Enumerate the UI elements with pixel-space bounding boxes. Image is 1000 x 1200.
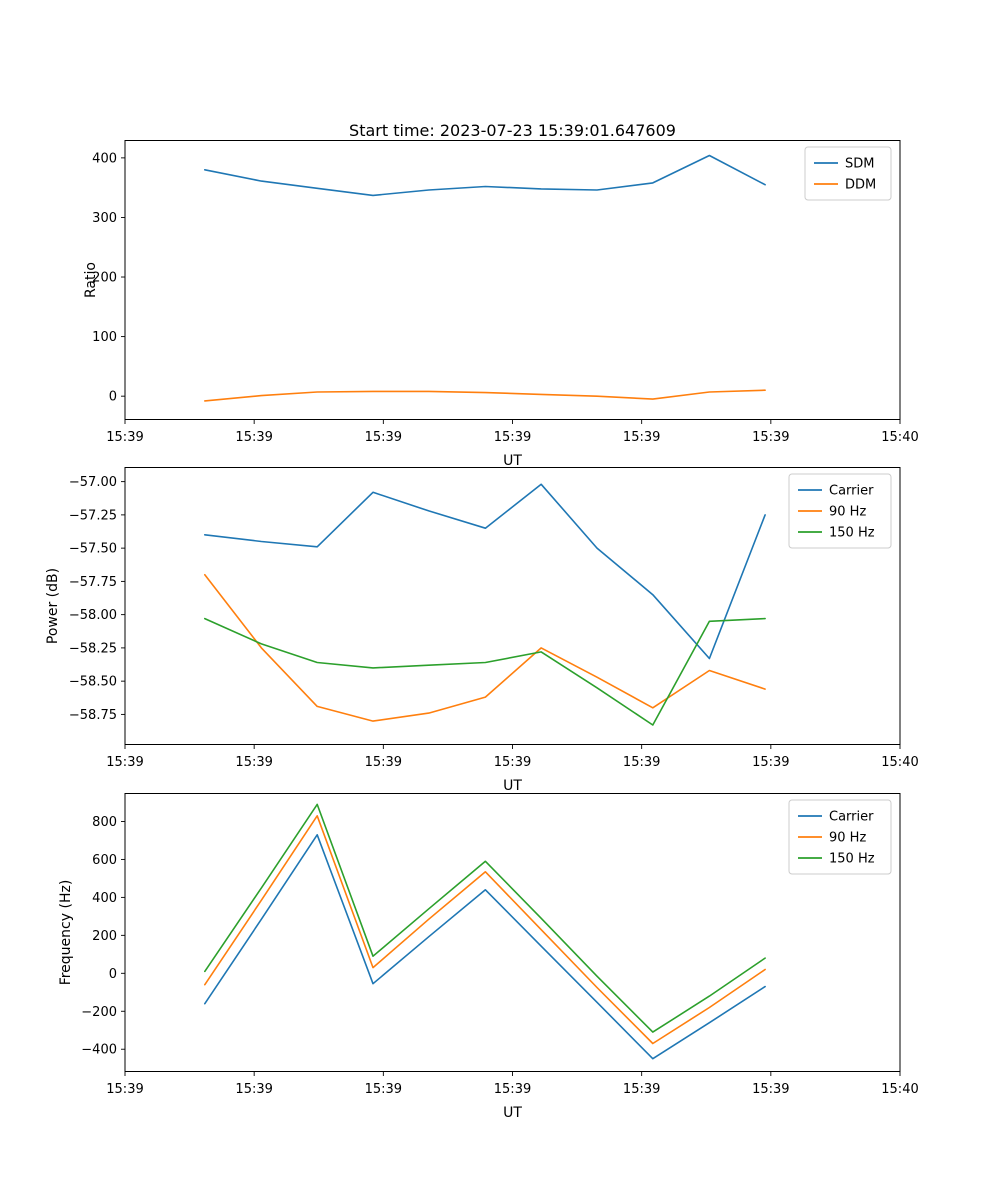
x-tick-label: 15:39: [752, 1082, 789, 1097]
y-tick-label: 400: [92, 151, 117, 166]
y-axis-label: Power (dB): [45, 568, 61, 644]
x-tick-label: 15:39: [235, 430, 272, 445]
x-tick-label: 15:39: [752, 430, 789, 445]
series-line-150-hz: [204, 617, 766, 726]
legend-label-carrier: Carrier: [829, 484, 874, 499]
x-axis-label: UT: [503, 1105, 522, 1121]
y-tick-label: 600: [92, 853, 117, 868]
frequency-chart: 800 600 400 200 0 −200 −400 15:39 15:39 15:39 15:3…: [0, 793, 1000, 1130]
y-tick-label: 200: [92, 929, 117, 944]
x-tick-label: 15:39: [752, 755, 789, 770]
y-tick-label: −58.50: [69, 675, 117, 690]
legend-label-150-hz: 150 Hz: [829, 526, 875, 541]
legend-label-ddm: DDM: [845, 178, 876, 193]
legend: Carrier 90 Hz 150 Hz: [788, 473, 892, 549]
y-tick-label: −57.75: [69, 575, 117, 590]
frequency-plot-svg: 800 600 400 200 0 −200 −400 15:39 15:39 15:39 15:3…: [58, 793, 919, 1121]
power-chart: −57.00 −57.25 −57.50 −57.75 −58.00 −58.25 −58.…: [0, 467, 1000, 803]
legend-box: [788, 799, 892, 875]
x-tick-label: 15:40: [881, 430, 918, 445]
x-tick-label: 15:39: [235, 1082, 272, 1097]
ratio-plot-svg: 0 100 200 300 400 15:39 15:39 15:39 15:39 15:39 15…: [83, 140, 919, 469]
power-plot-svg: −57.00 −57.25 −57.50 −57.75 −58.00 −58.25 −58.…: [45, 467, 919, 794]
series-line-carrier: [204, 483, 766, 660]
x-tick-label: 15:40: [881, 1082, 918, 1097]
y-tick-label: 0: [109, 967, 117, 982]
series-line-90-hz: [204, 573, 766, 722]
legend-label-150-hz: 150 Hz: [829, 852, 875, 867]
y-axis-label: Ratio: [83, 262, 99, 298]
legend: SDM DDM: [804, 146, 892, 201]
x-tick-label: 15:39: [106, 430, 143, 445]
legend-label-90-hz: 90 Hz: [829, 505, 866, 520]
y-tick-label: −400: [81, 1043, 117, 1058]
y-tick-label: −58.00: [69, 608, 117, 623]
y-tick-label: 300: [92, 211, 117, 226]
y-tick-label: 800: [92, 815, 117, 830]
series-line-sdm: [204, 154, 766, 197]
y-tick-label: 100: [92, 330, 117, 345]
plot-border: [124, 140, 901, 420]
plot-border: [124, 793, 901, 1072]
y-tick-label: −58.75: [69, 708, 117, 723]
x-tick-label: 15:40: [881, 755, 918, 770]
y-tick-label: −200: [81, 1005, 117, 1020]
legend-box: [788, 473, 892, 549]
y-axis-label: Frequency (Hz): [58, 880, 74, 986]
series-line-carrier: [204, 833, 766, 1060]
x-tick-label: 15:39: [106, 1082, 143, 1097]
x-axis-label: UT: [503, 453, 522, 469]
legend-box: [804, 146, 892, 201]
legend-label-carrier: Carrier: [829, 810, 874, 825]
ratio-chart: 0 100 200 300 400 15:39 15:39 15:39 15:39 15:39 15…: [0, 140, 1000, 478]
x-tick-label: 15:39: [106, 755, 143, 770]
x-tick-label: 15:39: [623, 755, 660, 770]
y-tick-label: 400: [92, 891, 117, 906]
y-tick-label: 200: [92, 271, 117, 286]
y-tick-label: −57.00: [69, 475, 117, 490]
y-tick-label: −58.25: [69, 641, 117, 656]
series-line-90-hz: [204, 814, 766, 1045]
series-line-ddm: [204, 389, 766, 402]
x-tick-label: 15:39: [494, 755, 531, 770]
x-tick-label: 15:39: [623, 430, 660, 445]
y-tick-label: −57.25: [69, 508, 117, 523]
x-tick-label: 15:39: [494, 430, 531, 445]
x-tick-label: 15:39: [235, 755, 272, 770]
x-tick-label: 15:39: [365, 755, 402, 770]
plot-border: [124, 467, 901, 745]
series-line-150-hz: [204, 803, 766, 1033]
x-tick-label: 15:39: [623, 1082, 660, 1097]
legend: Carrier 90 Hz 150 Hz: [788, 799, 892, 875]
x-axis-label: UT: [503, 778, 522, 794]
x-tick-label: 15:39: [365, 1082, 402, 1097]
x-tick-label: 15:39: [365, 430, 402, 445]
figure-title: Start time: 2023-07-23 15:39:01.647609: [349, 121, 676, 140]
legend-label-sdm: SDM: [845, 157, 874, 172]
legend-label-90-hz: 90 Hz: [829, 831, 866, 846]
x-tick-label: 15:39: [494, 1082, 531, 1097]
y-tick-label: 0: [109, 390, 117, 405]
y-tick-label: −57.50: [69, 542, 117, 557]
